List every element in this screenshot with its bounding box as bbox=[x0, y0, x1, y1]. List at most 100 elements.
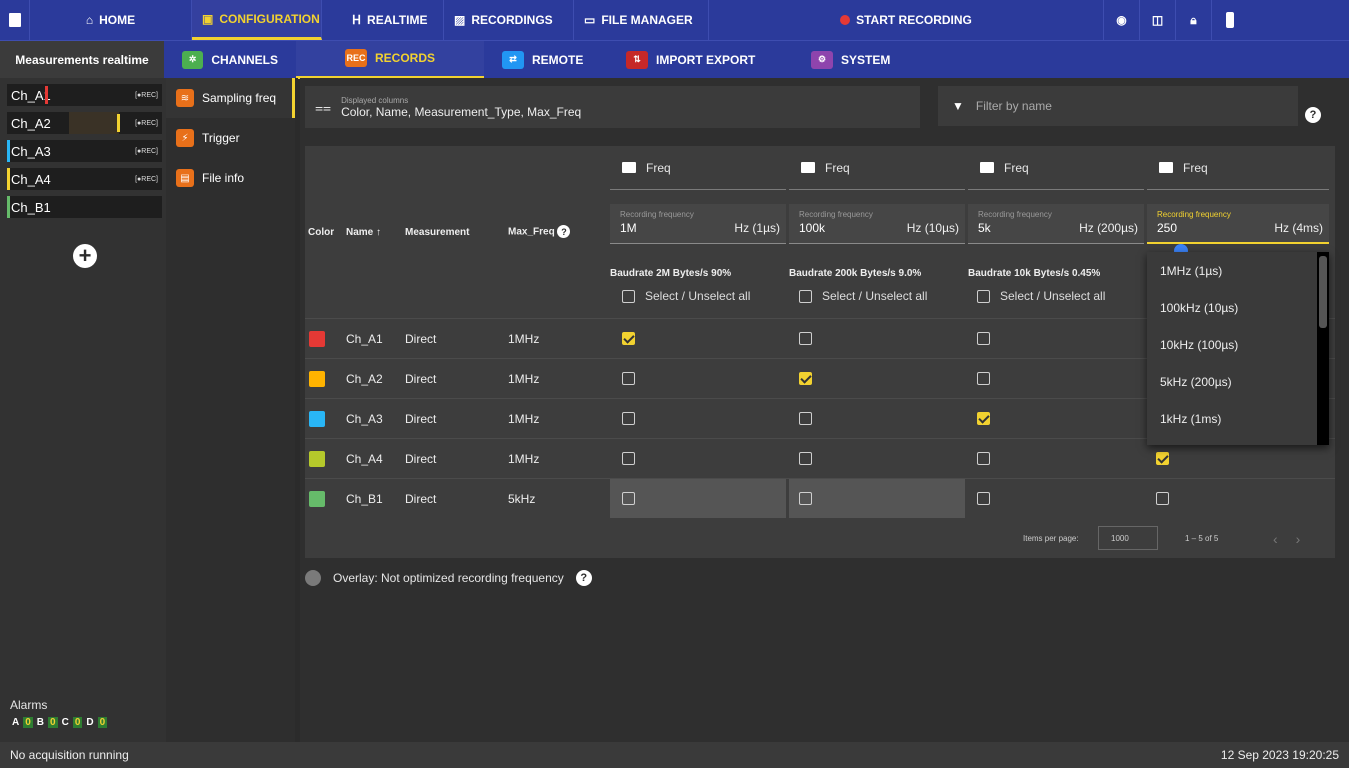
dropdown-option[interactable]: 5kHz (200µs) bbox=[1160, 374, 1232, 389]
record-checkbox[interactable] bbox=[799, 372, 812, 385]
filter-input[interactable]: ▼ Filter by name bbox=[938, 86, 1298, 126]
record-dot-icon bbox=[840, 15, 851, 25]
dropdown-option[interactable]: 1kHz (1ms) bbox=[1160, 411, 1222, 426]
baudrate-label: Baudrate 2M Bytes/s 90% bbox=[610, 268, 732, 279]
add-channel-button[interactable]: + bbox=[73, 244, 97, 268]
record-checkbox[interactable] bbox=[1156, 452, 1169, 465]
header-name[interactable]: Name ↑ bbox=[346, 227, 382, 238]
freq-column: Freq Recording frequency 250 Hz (4ms) bbox=[1147, 146, 1329, 244]
select-all-checkbox[interactable] bbox=[622, 289, 635, 303]
record-checkbox[interactable] bbox=[622, 412, 635, 425]
help-icon[interactable]: ? bbox=[1305, 107, 1321, 123]
channel-sidebar: Ch_A1 [●REC] Ch_A2 [●REC] Ch_A3 [●REC] C… bbox=[0, 78, 166, 742]
tab-records[interactable]: REC RECORDS bbox=[296, 40, 484, 79]
record-checkbox[interactable] bbox=[977, 452, 990, 465]
columns-icon: ⩵ bbox=[315, 98, 332, 115]
row-measurement: Direct bbox=[405, 371, 437, 386]
channel-item[interactable]: Ch_B1 bbox=[7, 196, 162, 218]
freq-input-label: Recording frequency bbox=[1157, 210, 1231, 219]
record-checkbox[interactable] bbox=[799, 412, 812, 425]
record-checkbox[interactable] bbox=[622, 452, 635, 465]
menu-trigger[interactable]: ⚡︎ Trigger bbox=[166, 118, 295, 158]
nav-configuration[interactable]: ▣ CONFIGURATION bbox=[192, 0, 322, 40]
gear-icon: ⚙ bbox=[811, 50, 833, 69]
record-checkbox[interactable] bbox=[1156, 492, 1169, 505]
row-name: Ch_A2 bbox=[346, 371, 383, 386]
dropdown-option[interactable]: 100kHz (10µs) bbox=[1160, 300, 1239, 315]
record-checkbox[interactable] bbox=[622, 492, 635, 505]
channel-name: Ch_B1 bbox=[11, 199, 51, 215]
channel-color-bar bbox=[7, 140, 10, 162]
book-icon: ◫ bbox=[1151, 13, 1164, 27]
color-swatch[interactable] bbox=[309, 490, 325, 507]
menu-file-info[interactable]: ▤ File info bbox=[166, 158, 295, 198]
trigger-icon: ⚡︎ bbox=[176, 129, 194, 147]
recording-frequency-input[interactable]: Recording frequency 250 Hz (4ms) bbox=[1147, 204, 1329, 244]
nav-home[interactable]: ⌂ HOME bbox=[30, 0, 192, 40]
overlay-toggle[interactable]: Overlay: Not optimized recording frequen… bbox=[305, 570, 592, 586]
items-per-page-select[interactable]: 1000 bbox=[1098, 526, 1158, 550]
channel-item[interactable]: Ch_A3 [●REC] bbox=[7, 140, 162, 162]
dropdown-scrollbar[interactable] bbox=[1317, 252, 1329, 445]
next-page-icon[interactable]: › bbox=[1295, 531, 1319, 547]
recording-frequency-input[interactable]: Recording frequency 1M Hz (1µs) bbox=[610, 204, 786, 244]
select-all-checkbox[interactable] bbox=[799, 289, 812, 303]
header-max-freq-label: Max_Freq bbox=[508, 226, 555, 238]
dropdown-option[interactable]: 10kHz (100µs) bbox=[1160, 337, 1239, 352]
nav-home-label: HOME bbox=[99, 13, 136, 27]
menu-sampling-freq[interactable]: ≋ Sampling freq bbox=[166, 78, 295, 118]
color-swatch[interactable] bbox=[309, 330, 325, 347]
camera-icon: ◉ bbox=[1116, 13, 1127, 27]
filter-icon: ▼ bbox=[952, 99, 964, 113]
nav-realtime[interactable]: ᕼ REALTIME bbox=[322, 0, 444, 40]
alarm-value: 0 bbox=[72, 717, 83, 728]
nav-file-manager[interactable]: ▭ FILE MANAGER bbox=[574, 0, 709, 40]
app-menu-button[interactable] bbox=[0, 0, 30, 40]
comment-icon bbox=[801, 162, 815, 173]
tab-channels[interactable]: ✲ CHANNELS bbox=[164, 41, 296, 79]
help-icon[interactable]: ? bbox=[557, 225, 571, 238]
start-recording-button[interactable]: START RECORDING bbox=[709, 0, 1104, 40]
prev-page-icon[interactable]: ‹ bbox=[1273, 531, 1296, 547]
alarm-value: 0 bbox=[97, 717, 108, 728]
channel-item[interactable]: Ch_A1 [●REC] bbox=[7, 84, 162, 106]
select-all-toggle[interactable]: Select / Unselect all bbox=[799, 289, 927, 303]
scrollbar-thumb[interactable] bbox=[1319, 256, 1327, 328]
color-swatch[interactable] bbox=[309, 410, 325, 427]
record-checkbox[interactable] bbox=[977, 492, 990, 505]
record-checkbox[interactable] bbox=[799, 492, 812, 505]
columns-selector-value: Color, Name, Measurement_Type, Max_Freq bbox=[341, 104, 582, 119]
dropdown-option[interactable]: 1MHz (1µs) bbox=[1160, 263, 1223, 278]
row-max-freq: 1MHz bbox=[508, 451, 540, 466]
recording-frequency-input[interactable]: Recording frequency 5k Hz (200µs) bbox=[968, 204, 1144, 244]
remote-icon: ⇄ bbox=[502, 50, 524, 69]
tab-system[interactable]: ⚙ SYSTEM bbox=[793, 41, 917, 79]
recording-frequency-input[interactable]: Recording frequency 100k Hz (10µs) bbox=[789, 204, 965, 244]
camera-button[interactable]: ◉ bbox=[1104, 0, 1140, 40]
tab-import-export[interactable]: ⇅ IMPORT EXPORT bbox=[608, 41, 793, 79]
record-checkbox[interactable] bbox=[622, 372, 635, 385]
record-checkbox[interactable] bbox=[977, 372, 990, 385]
record-checkbox[interactable] bbox=[799, 332, 812, 345]
nav-recordings[interactable]: ▨ RECORDINGS bbox=[444, 0, 574, 40]
toggle-icon[interactable] bbox=[305, 570, 321, 586]
lock-button[interactable]: 🔒︎ bbox=[1176, 0, 1212, 40]
record-checkbox[interactable] bbox=[622, 332, 635, 345]
select-all-label: Select / Unselect all bbox=[645, 289, 751, 303]
channel-item[interactable]: Ch_A4 [●REC] bbox=[7, 168, 162, 190]
select-all-toggle[interactable]: Select / Unselect all bbox=[977, 289, 1105, 303]
color-swatch[interactable] bbox=[309, 450, 325, 467]
color-swatch[interactable] bbox=[309, 370, 325, 387]
columns-selector[interactable]: ⩵ Displayed columns Color, Name, Measure… bbox=[305, 86, 920, 128]
row-measurement: Direct bbox=[405, 451, 437, 466]
select-all-toggle[interactable]: Select / Unselect all bbox=[622, 289, 750, 303]
help-icon[interactable]: ? bbox=[575, 570, 592, 586]
channel-item[interactable]: Ch_A2 [●REC] bbox=[7, 112, 162, 134]
select-all-checkbox[interactable] bbox=[977, 289, 990, 303]
record-checkbox[interactable] bbox=[977, 412, 990, 425]
record-checkbox[interactable] bbox=[977, 332, 990, 345]
tab-remote[interactable]: ⇄ REMOTE bbox=[484, 41, 608, 79]
split-view-button[interactable]: ◫ bbox=[1140, 0, 1176, 40]
record-checkbox[interactable] bbox=[799, 452, 812, 465]
recordings-icon: ▨ bbox=[454, 13, 466, 27]
